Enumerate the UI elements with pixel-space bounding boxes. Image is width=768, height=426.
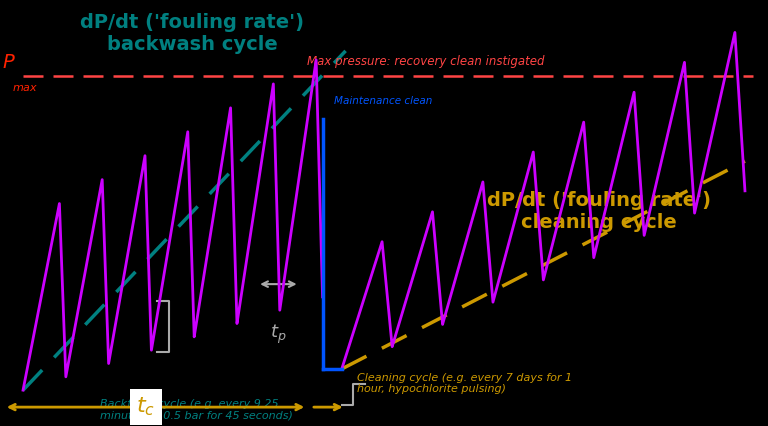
Text: $\mathit{t}_\mathit{c}$: $\mathit{t}_\mathit{c}$ bbox=[137, 396, 155, 418]
Text: Backflush cycle (e.g. every 9.25
minutes at 0.5 bar for 45 seconds): Backflush cycle (e.g. every 9.25 minutes… bbox=[100, 399, 293, 420]
Text: dP/dt ('fouling rate')
cleaning cycle: dP/dt ('fouling rate') cleaning cycle bbox=[487, 191, 711, 232]
Text: Max pressure: recovery clean instigated: Max pressure: recovery clean instigated bbox=[307, 55, 545, 68]
Text: Maintenance clean: Maintenance clean bbox=[334, 96, 432, 106]
Text: dP/dt ('fouling rate')
backwash cycle: dP/dt ('fouling rate') backwash cycle bbox=[80, 13, 304, 54]
Text: $\mathit{max}$: $\mathit{max}$ bbox=[12, 83, 38, 93]
Text: Cleaning cycle (e.g. every 7 days for 1
hour, hypochlorite pulsing): Cleaning cycle (e.g. every 7 days for 1 … bbox=[357, 373, 572, 394]
Text: $\mathit{t}_\mathit{p}$: $\mathit{t}_\mathit{p}$ bbox=[270, 322, 286, 345]
Text: $\mathit{P}$: $\mathit{P}$ bbox=[2, 53, 15, 72]
